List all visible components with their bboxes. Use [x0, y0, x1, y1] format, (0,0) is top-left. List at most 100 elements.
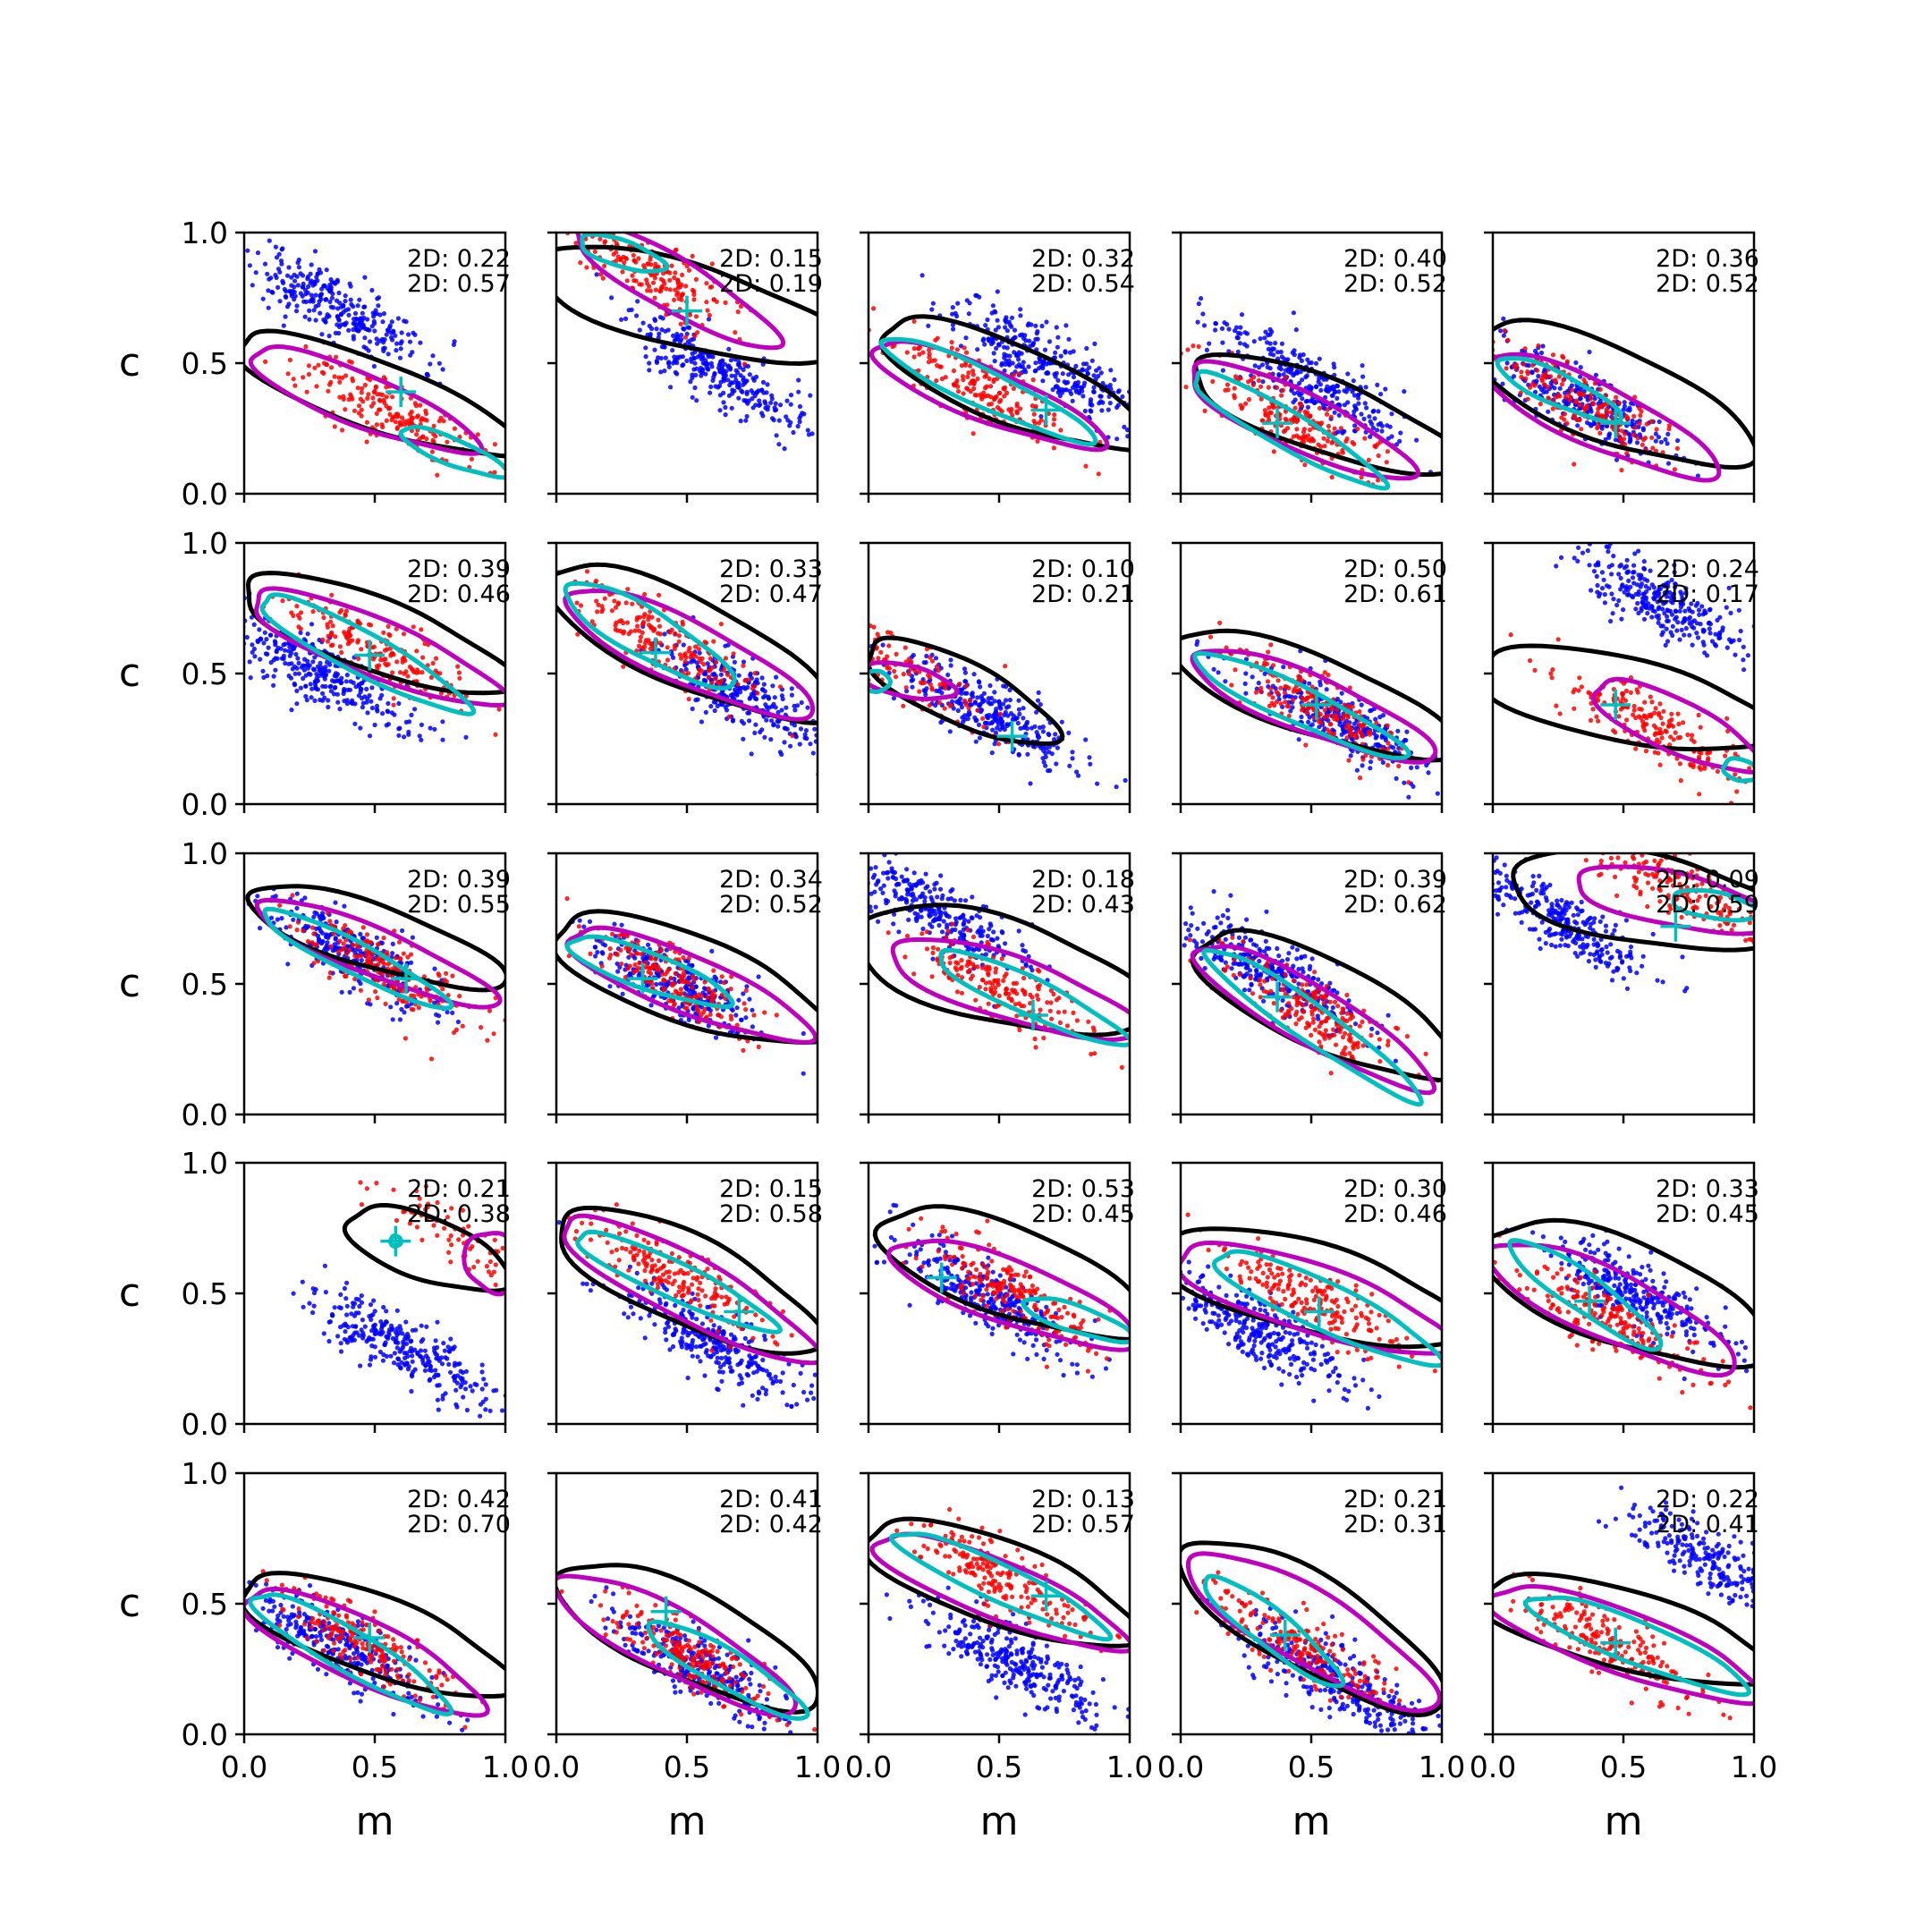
- red-point: [469, 456, 475, 462]
- red-point: [366, 392, 371, 397]
- red-point: [1657, 701, 1663, 707]
- red-point: [1232, 386, 1237, 391]
- red-point: [901, 703, 906, 708]
- blue-point: [1546, 409, 1551, 414]
- red-point: [1035, 438, 1040, 444]
- blue-point: [725, 377, 731, 383]
- blue-point: [690, 706, 695, 712]
- red-point: [1238, 376, 1243, 381]
- blue-point: [1016, 698, 1021, 703]
- blue-point: [1213, 327, 1218, 333]
- blue-point: [432, 726, 437, 732]
- red-point: [352, 408, 358, 413]
- blue-point: [970, 691, 975, 696]
- red-point: [455, 664, 461, 669]
- blue-point: [294, 688, 300, 694]
- blue-point: [1618, 563, 1623, 568]
- red-point: [329, 630, 335, 635]
- blue-point: [1091, 385, 1097, 390]
- blue-point: [384, 332, 389, 337]
- blue-point: [1063, 323, 1069, 328]
- red-point: [403, 669, 409, 674]
- blue-point: [736, 385, 741, 391]
- blue-point: [1406, 794, 1411, 800]
- blue-point: [643, 354, 648, 360]
- blue-point: [1016, 751, 1021, 757]
- blue-point: [1707, 631, 1713, 636]
- blue-point: [1715, 617, 1720, 623]
- red-point: [578, 260, 583, 266]
- blue-point: [1639, 606, 1644, 611]
- red-point: [906, 671, 912, 677]
- blue-point: [982, 720, 987, 725]
- blue-point: [260, 668, 266, 674]
- red-point: [287, 357, 292, 363]
- red-point: [1672, 467, 1677, 472]
- blue-point: [962, 691, 968, 696]
- red-point: [1360, 733, 1366, 739]
- red-point: [665, 645, 670, 650]
- blue-point: [670, 348, 675, 353]
- red-point: [593, 578, 599, 584]
- blue-point: [691, 355, 697, 360]
- y-axis-label: c: [119, 340, 140, 386]
- blue-point: [1028, 781, 1033, 786]
- blue-point: [1544, 389, 1549, 394]
- blue-point: [1297, 380, 1302, 386]
- blue-point: [769, 718, 775, 724]
- red-point: [1624, 717, 1630, 723]
- blue-point: [1601, 577, 1606, 582]
- blue-point: [741, 684, 747, 691]
- red-point: [1348, 726, 1354, 732]
- blue-point: [336, 324, 343, 329]
- red-point: [1502, 327, 1507, 334]
- red-point: [402, 422, 408, 428]
- blue-point: [1059, 719, 1064, 724]
- blue-point: [252, 654, 258, 659]
- blue-point: [988, 696, 995, 701]
- blue-point: [947, 729, 953, 734]
- blue-point: [1002, 368, 1007, 374]
- red-point: [371, 644, 377, 649]
- blue-point: [360, 322, 366, 327]
- red-point: [1267, 691, 1272, 697]
- blue-point: [1376, 422, 1381, 428]
- red-point: [492, 470, 497, 475]
- blue-point: [1602, 592, 1607, 597]
- blue-point: [1266, 332, 1271, 338]
- blue-point: [360, 705, 365, 710]
- red-point: [1345, 722, 1351, 727]
- red-point: [1302, 462, 1308, 468]
- blue-point: [1674, 628, 1680, 633]
- blue-point: [293, 651, 299, 657]
- red-point: [934, 378, 939, 384]
- red-point: [648, 625, 654, 631]
- red-point: [667, 277, 673, 283]
- blue-point: [1686, 616, 1691, 622]
- annotation-label: 2D: 0.54: [1031, 270, 1135, 298]
- blue-point: [1054, 761, 1059, 767]
- center-marker: [996, 721, 1028, 752]
- red-point: [1326, 713, 1331, 718]
- blue-point: [1223, 679, 1228, 684]
- red-point: [912, 668, 918, 674]
- blue-point: [677, 339, 682, 344]
- blue-point: [1002, 726, 1007, 733]
- red-point: [1577, 417, 1582, 423]
- red-point: [1266, 649, 1271, 655]
- blue-point: [303, 693, 309, 699]
- blue-point: [1678, 599, 1683, 606]
- blue-point: [1371, 408, 1377, 413]
- blue-point: [1383, 386, 1388, 392]
- red-point: [1610, 424, 1615, 429]
- blue-point: [1682, 608, 1688, 614]
- red-point: [723, 300, 728, 305]
- red-point: [374, 422, 379, 428]
- red-point: [1538, 402, 1543, 407]
- red-point: [648, 641, 654, 647]
- red-point: [428, 674, 434, 681]
- blue-point: [1689, 601, 1694, 606]
- red-point: [1657, 762, 1663, 767]
